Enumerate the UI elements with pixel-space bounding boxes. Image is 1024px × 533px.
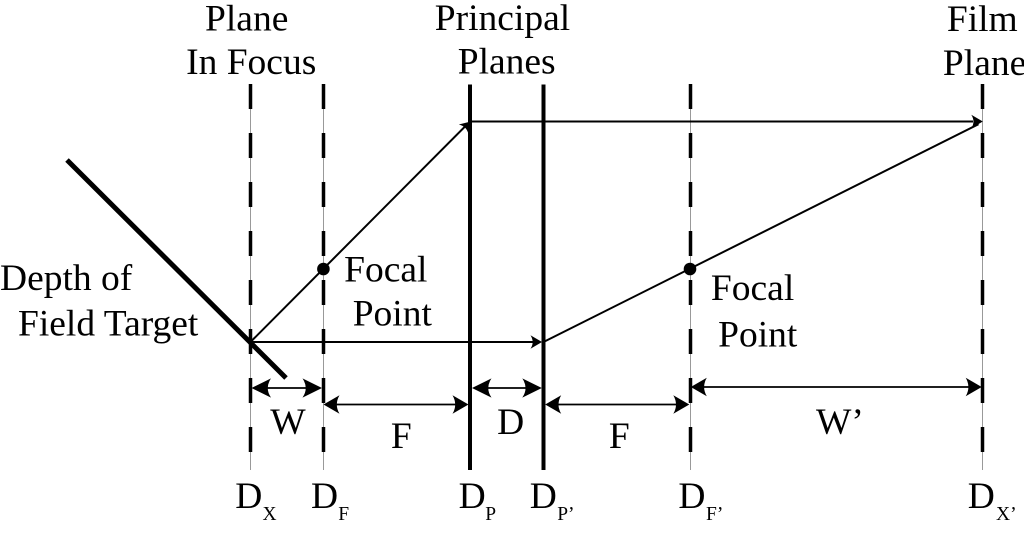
svg-text:Planes: Planes (458, 42, 556, 83)
svg-text:F: F (391, 416, 412, 457)
svg-text:D: D (235, 476, 262, 517)
svg-text:Plane: Plane (205, 0, 288, 40)
svg-text:X’: X’ (996, 504, 1017, 525)
svg-text:D: D (459, 476, 486, 517)
svg-text:Film: Film (947, 0, 1018, 40)
svg-text:Focal: Focal (344, 250, 427, 291)
svg-text:Point: Point (353, 294, 433, 335)
svg-text:D: D (530, 476, 557, 517)
svg-text:Principal: Principal (435, 0, 570, 39)
svg-text:F’: F’ (706, 504, 723, 525)
svg-text:P’: P’ (557, 504, 574, 525)
svg-text:F: F (338, 504, 349, 525)
svg-text:W: W (270, 402, 306, 443)
svg-text:Field Target: Field Target (18, 304, 199, 345)
svg-text:In Focus: In Focus (186, 42, 316, 83)
svg-text:X: X (263, 504, 277, 525)
svg-text:Point: Point (718, 315, 798, 356)
svg-text:W’: W’ (816, 402, 864, 443)
svg-text:D: D (497, 402, 524, 443)
svg-text:Plane: Plane (943, 43, 1024, 84)
svg-text:D: D (678, 476, 705, 517)
svg-text:P: P (485, 504, 496, 525)
svg-text:D: D (968, 476, 995, 517)
svg-text:F: F (609, 416, 630, 457)
svg-text:D: D (311, 476, 338, 517)
svg-text:Depth of: Depth of (0, 258, 133, 299)
svg-text:Focal: Focal (711, 268, 794, 309)
